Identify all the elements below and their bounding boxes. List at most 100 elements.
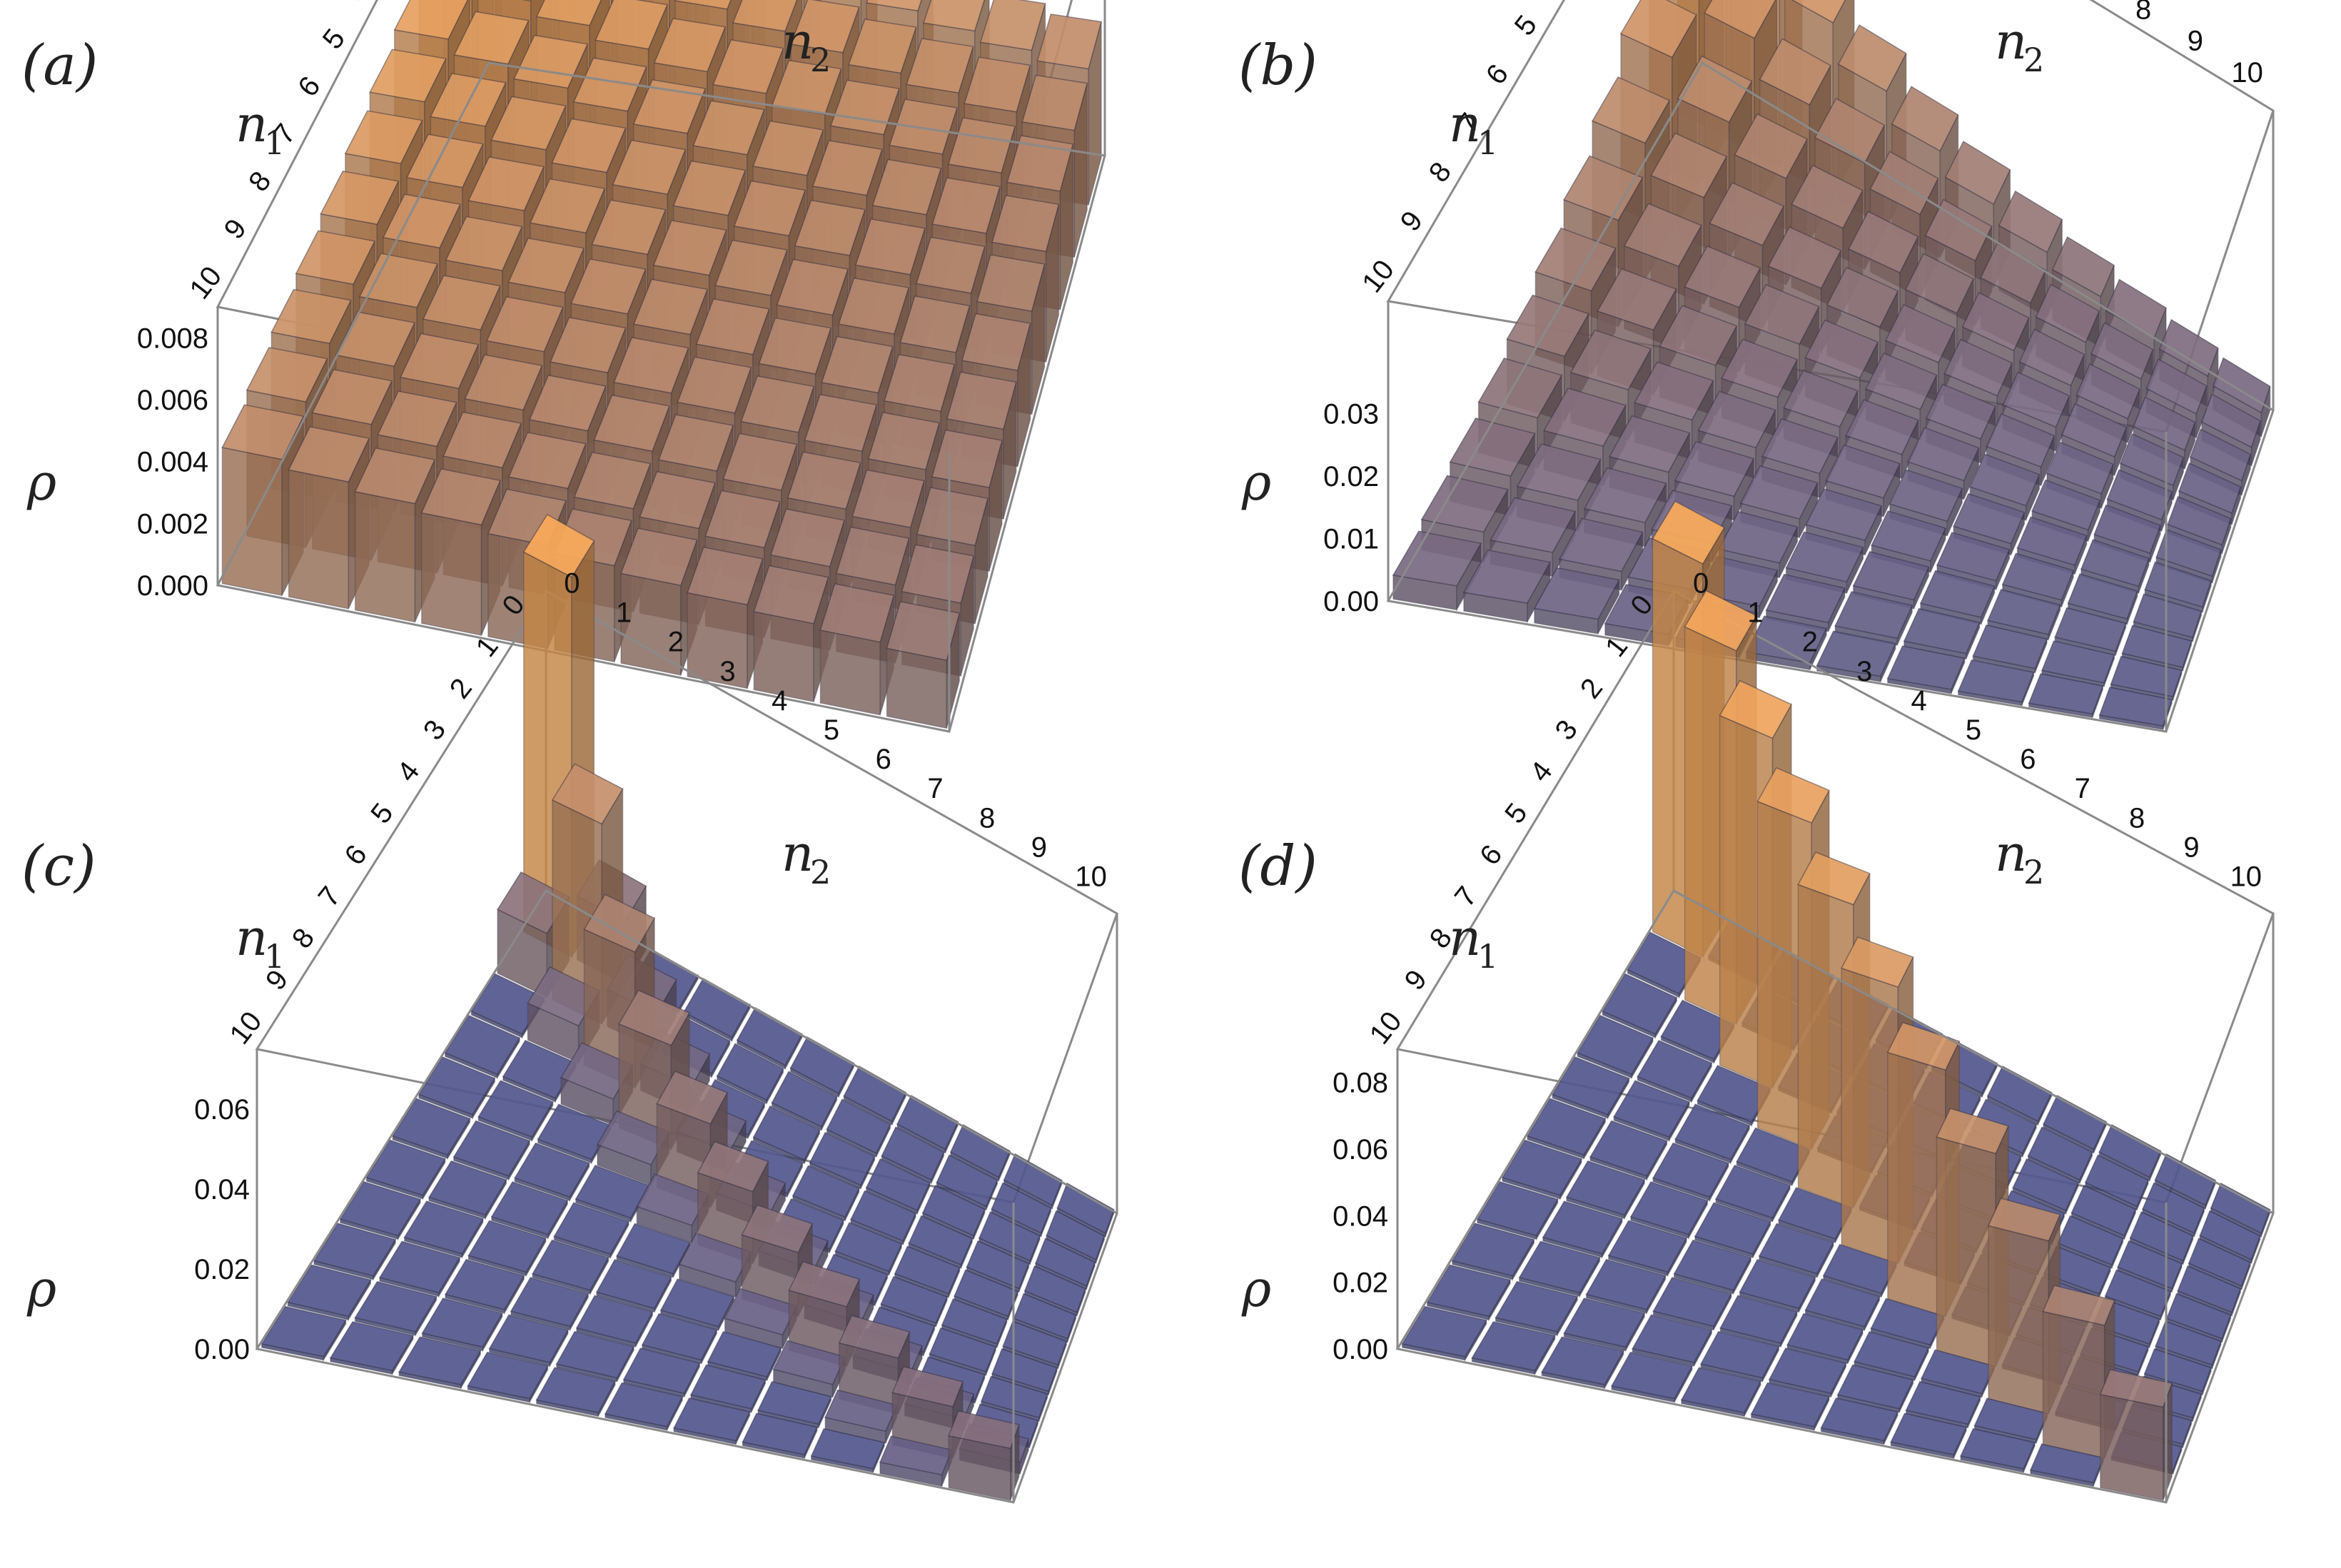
bar (1768, 1347, 1847, 1398)
bar-top-face (908, 1215, 974, 1265)
bar-top-face (470, 973, 545, 1035)
bar-top-face (1953, 492, 2026, 545)
bar (1610, 1351, 1693, 1403)
bar-top-face (639, 471, 716, 530)
bar-top-face (704, 490, 781, 549)
bar-top-face (1392, 530, 1482, 587)
bar-top-face (1778, 1187, 1853, 1240)
bar (1987, 588, 2061, 641)
bar-top-face (1585, 1258, 1667, 1310)
bar-top-face (2031, 479, 2101, 531)
bar (880, 1275, 949, 1327)
bar (2041, 640, 2115, 687)
x-tick-label: 1 (1747, 597, 1763, 629)
bar (908, 1215, 974, 1270)
bar-top-face (752, 1105, 821, 1161)
bar-top-face (1904, 253, 1974, 314)
bar-top-face (865, 1158, 931, 1211)
bar-top-face (2190, 428, 2252, 482)
bar-top-face (288, 426, 370, 482)
bar (288, 426, 370, 610)
bar-top-face (633, 278, 709, 335)
bar-top-face (1756, 767, 1830, 824)
bar-top-face (1718, 510, 1799, 564)
bar-top-face (329, 1321, 415, 1372)
bar (2084, 1154, 2149, 1211)
bar-top-face (1816, 630, 1896, 677)
bar-top-face (1739, 465, 1819, 520)
bar (477, 1080, 554, 1143)
bar-top-face (894, 1245, 961, 1295)
bar-top-face (1715, 1164, 1791, 1219)
bar-top-face (1563, 1298, 1646, 1348)
bar-top-face (922, 0, 986, 32)
bar-front-face (819, 629, 881, 716)
bar-top-face (1694, 1202, 1771, 1255)
bar (1490, 497, 1577, 579)
bar-top-face (560, 1042, 634, 1100)
bar-top-face (2104, 1269, 2172, 1317)
bar-top-face (1569, 329, 1652, 390)
bar-top-face (1804, 1278, 1881, 1327)
y-tick-label: 3 (1549, 714, 1584, 747)
bar-top-face (1610, 1351, 1693, 1400)
bar (1637, 1039, 1713, 1104)
bar-top-face (2042, 1285, 2115, 1326)
bar (2099, 1369, 2173, 1502)
x-tick-label: 9 (1031, 831, 1047, 863)
bar-top-face (695, 298, 770, 355)
bar-top-face (954, 1269, 1019, 1317)
bar-top-face (889, 98, 958, 155)
bar-top-face (758, 317, 832, 375)
bar (1607, 1220, 1688, 1278)
bar-top-face (826, 1098, 891, 1154)
bar-top-face (931, 177, 1001, 234)
bar-top-face (1736, 1127, 1811, 1183)
bar (1056, 1182, 1115, 1238)
bar (1758, 1223, 1834, 1278)
bar-top-face (834, 1222, 903, 1273)
bar-top-face (1836, 1364, 1914, 1410)
bar-top-face (1673, 1239, 1752, 1291)
bar (1471, 1321, 1556, 1377)
bar (716, 1043, 784, 1105)
bar-top-face (2001, 552, 2075, 601)
bar-top-face (2028, 673, 2104, 715)
bar-top-face (2093, 504, 2162, 555)
bar (673, 1397, 751, 1445)
bar-top-face (838, 1315, 911, 1359)
bar-top-face (1623, 203, 1702, 268)
bar-top-face (550, 317, 627, 373)
bar-top-face (712, 39, 784, 94)
y-tick-label: 6 (1480, 59, 1515, 91)
bar-top-face (532, 1239, 610, 1291)
bar-top-face (1987, 588, 2061, 635)
bar-top-face (659, 1278, 735, 1327)
bar-top-face (344, 110, 423, 164)
bar (403, 1200, 484, 1260)
svg-text:1: 1 (264, 123, 285, 162)
bar-top-face (572, 57, 647, 112)
bar-top-face (595, 1259, 672, 1310)
bar-top-face (1871, 510, 1946, 562)
bar-top-face (722, 433, 798, 491)
bar (1919, 570, 1996, 625)
svg-text:2: 2 (810, 41, 831, 79)
bar-top-face (1865, 352, 1938, 410)
bar-top-face (467, 1220, 547, 1273)
bar-top-face (477, 1080, 554, 1138)
bar (398, 1336, 482, 1390)
bar-top-face (1619, 0, 1697, 59)
bar-top-face (1652, 1277, 1732, 1327)
bar-top-face (1886, 645, 1966, 690)
bar-top-face (2090, 322, 2154, 380)
bar-top-face (1659, 305, 1738, 366)
bar-top-face (421, 1298, 503, 1348)
bar-top-face (2142, 1182, 2205, 1234)
bar-top-face (378, 1240, 461, 1294)
bar (354, 447, 436, 623)
bar-top-face (707, 1331, 782, 1377)
x-tick-label: 4 (1911, 685, 1927, 717)
